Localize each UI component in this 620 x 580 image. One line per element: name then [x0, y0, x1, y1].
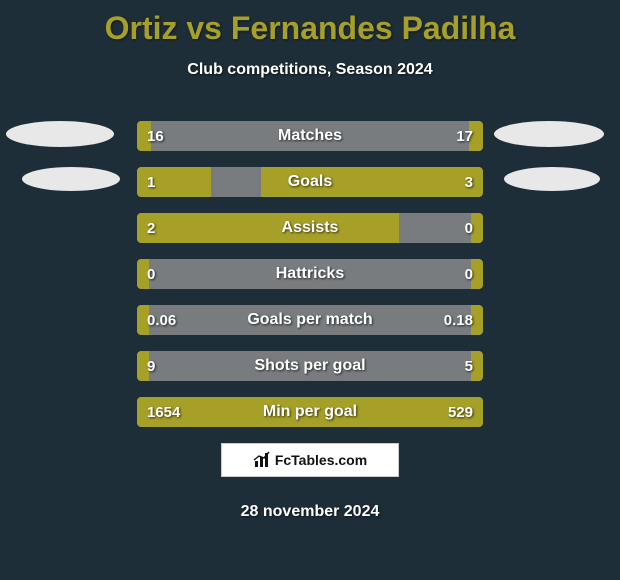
- player-badge-ellipse: [6, 121, 114, 147]
- stat-bar-left: [137, 397, 399, 427]
- branding-badge: FcTables.com: [221, 443, 399, 477]
- stat-bar-right: [471, 259, 483, 289]
- stat-bar-left: [137, 351, 149, 381]
- branding-text: FcTables.com: [275, 452, 367, 468]
- stat-bar-bg: [137, 351, 483, 381]
- stat-bar-left: [137, 121, 151, 151]
- stat-bar-right: [399, 397, 483, 427]
- stat-row: 2Assists0: [137, 213, 483, 243]
- stat-row: 0Hattricks0: [137, 259, 483, 289]
- comparison-chart: 16Matches17 1Goals3 2Assists0 0Hattricks0 0.…: [0, 121, 620, 427]
- stat-bar-bg: [137, 305, 483, 335]
- player-badge-ellipse: [504, 167, 600, 191]
- stat-bar-right: [471, 213, 483, 243]
- stat-row: 9Shots per goal5: [137, 351, 483, 381]
- chart-icon: [253, 451, 271, 469]
- stat-row: 16Matches17: [137, 121, 483, 151]
- player-badge-ellipse: [22, 167, 120, 191]
- stat-bar-bg: [137, 121, 483, 151]
- stat-bar-left: [137, 213, 399, 243]
- stat-row: 0.06Goals per match0.18: [137, 305, 483, 335]
- stat-bar-right: [471, 305, 483, 335]
- stat-bar-left: [137, 167, 211, 197]
- stat-bar-right: [261, 167, 483, 197]
- stat-bar-bg: [137, 259, 483, 289]
- stat-bar-left: [137, 259, 149, 289]
- stat-bar-right: [469, 121, 483, 151]
- stat-row: 1654Min per goal529: [137, 397, 483, 427]
- subtitle: Club competitions, Season 2024: [0, 61, 620, 79]
- stat-row: 1Goals3: [137, 167, 483, 197]
- player-badge-ellipse: [494, 121, 604, 147]
- date-label: 28 november 2024: [0, 503, 620, 521]
- stat-bar-right: [471, 351, 483, 381]
- stat-bar-left: [137, 305, 149, 335]
- page-title: Ortiz vs Fernandes Padilha: [0, 0, 620, 47]
